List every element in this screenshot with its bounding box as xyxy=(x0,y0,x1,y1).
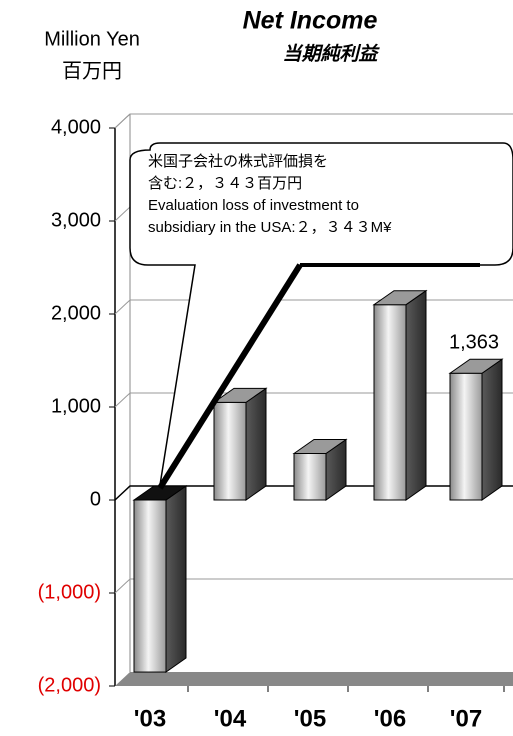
bar-front xyxy=(449,372,483,501)
bar-front xyxy=(293,453,327,501)
y-tick-label: (1,000) xyxy=(38,581,101,603)
bar-side xyxy=(481,358,503,501)
bar-side xyxy=(245,387,267,501)
x-tick-label: '07 xyxy=(450,705,482,732)
bar xyxy=(372,289,428,501)
bar-top xyxy=(448,358,504,374)
bar-top xyxy=(292,439,348,454)
bar xyxy=(292,438,348,501)
bar-front xyxy=(133,499,167,673)
annotation-line: subsidiary in the USA:２，３４３M¥ xyxy=(148,219,392,236)
annotation-line: Evaluation loss of investment to xyxy=(148,197,359,214)
bar-top xyxy=(132,485,188,501)
chart-subtitle: 当期純利益 xyxy=(282,43,380,65)
x-tick-label: '03 xyxy=(134,705,166,732)
annotation-line: 含む:２，３４３百万円 xyxy=(148,175,302,192)
y-tick-label: (2,000) xyxy=(38,674,101,696)
y-axis-label: Million Yen xyxy=(44,28,140,50)
y-tick-label: 3,000 xyxy=(51,209,101,231)
x-tick-label: '05 xyxy=(294,705,326,732)
bars: '03 '04 '05 '06 '07 1,363 xyxy=(132,289,504,732)
bar xyxy=(448,358,504,501)
bar xyxy=(212,387,268,501)
value-label: 1,363 xyxy=(449,332,499,354)
chart-title: Net Income xyxy=(243,7,378,35)
y-tick-label: 2,000 xyxy=(51,302,101,324)
bar-side xyxy=(165,485,187,674)
annotation-line: 米国子会社の株式評価損を xyxy=(148,153,328,170)
x-tick-label: '06 xyxy=(374,705,406,732)
grid: (2,000) (1,000) 0 1,000 2,000 3,000 4,000 xyxy=(38,113,513,696)
y-tick-label: 4,000 xyxy=(51,116,101,138)
y-tick-label: 1,000 xyxy=(51,395,101,417)
bar xyxy=(132,485,188,674)
y-axis-label-sub: 百万円 xyxy=(62,60,122,82)
bar-top xyxy=(212,387,268,403)
bar-side xyxy=(405,289,427,501)
bar-front xyxy=(373,304,407,501)
bar-front xyxy=(213,401,247,501)
x-tick-label: '04 xyxy=(214,705,247,732)
grid-line xyxy=(114,578,513,594)
y-tick-label: 0 xyxy=(90,488,101,510)
callout xyxy=(129,142,513,490)
bar-top xyxy=(372,290,428,306)
grid-line xyxy=(114,113,513,129)
